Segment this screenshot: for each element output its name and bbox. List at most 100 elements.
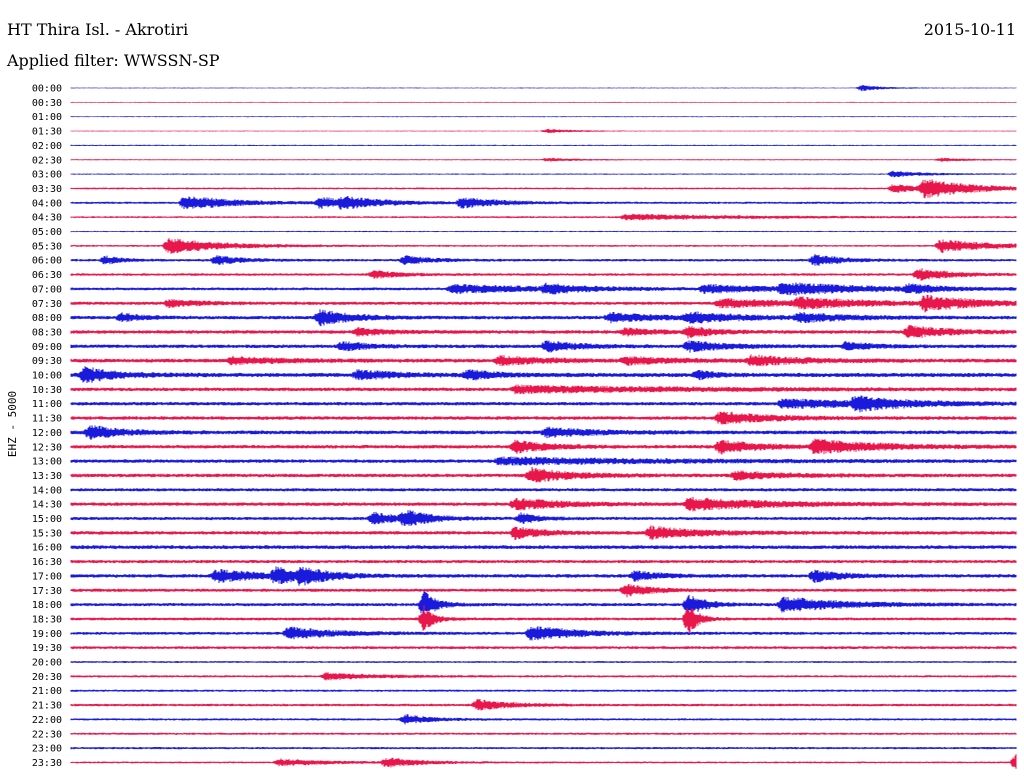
row-time-label: 10:00 bbox=[32, 371, 62, 382]
row-time-label: 06:30 bbox=[32, 270, 62, 281]
row-time-label: 02:30 bbox=[32, 155, 62, 166]
trace-row-09-30 bbox=[70, 354, 1017, 367]
row-time-label: 23:30 bbox=[32, 758, 62, 769]
row-time-label: 07:00 bbox=[32, 284, 62, 295]
trace-row-20-00 bbox=[70, 661, 1017, 663]
trace-row-22-00 bbox=[70, 714, 1017, 725]
row-time-label: 19:30 bbox=[32, 643, 62, 654]
trace-row-10-30 bbox=[70, 384, 1017, 395]
row-time-label: 04:00 bbox=[32, 198, 62, 209]
trace-row-10-00 bbox=[70, 366, 1017, 383]
chart-date: 2015-10-11 bbox=[923, 20, 1016, 39]
chart-header: HT Thira Isl. - Akrotiri 2015-10-11 Appl… bbox=[0, 0, 1024, 80]
trace-row-04-00 bbox=[70, 196, 1017, 210]
trace-row-23-30 bbox=[70, 754, 1017, 769]
filter-label: Applied filter: WWSSN-SP bbox=[7, 51, 220, 70]
row-time-label: 18:30 bbox=[32, 614, 62, 625]
row-time-label: 14:00 bbox=[32, 485, 62, 496]
row-time-label: 08:00 bbox=[32, 313, 62, 324]
row-time-label: 05:00 bbox=[32, 227, 62, 238]
row-time-label: 06:00 bbox=[32, 256, 62, 267]
trace-row-04-30 bbox=[70, 213, 1017, 221]
trace-row-05-30 bbox=[70, 238, 1017, 254]
trace-rows: 00:00 00:30 01:00 01:30 02:00 02:30 03:00 03:30… bbox=[32, 84, 1017, 769]
trace-row-02-30 bbox=[70, 157, 1017, 162]
trace-row-17-00 bbox=[70, 566, 1017, 586]
row-time-label: 15:00 bbox=[32, 514, 62, 525]
trace-row-19-30 bbox=[70, 646, 1017, 650]
trace-row-18-00 bbox=[70, 590, 1017, 618]
trace-row-20-30 bbox=[70, 672, 1017, 681]
row-time-label: 17:30 bbox=[32, 586, 62, 597]
row-time-label: 00:30 bbox=[32, 98, 62, 109]
row-time-label: 09:00 bbox=[32, 342, 62, 353]
row-time-label: 20:30 bbox=[32, 672, 62, 683]
row-time-label: 18:00 bbox=[32, 600, 62, 611]
trace-row-21-30 bbox=[70, 699, 1017, 711]
row-time-label: 20:00 bbox=[32, 658, 62, 669]
trace-row-03-30 bbox=[70, 179, 1017, 199]
row-time-label: 04:30 bbox=[32, 213, 62, 224]
row-time-label: 22:00 bbox=[32, 715, 62, 726]
row-time-label: 14:30 bbox=[32, 500, 62, 511]
row-time-label: 15:30 bbox=[32, 528, 62, 539]
trace-row-06-30 bbox=[70, 268, 1017, 281]
row-time-label: 16:00 bbox=[32, 543, 62, 554]
trace-row-12-30 bbox=[70, 438, 1017, 455]
trace-row-08-00 bbox=[70, 309, 1017, 327]
row-time-label: 03:30 bbox=[32, 184, 62, 195]
row-time-label: 16:30 bbox=[32, 557, 62, 568]
trace-row-02-00 bbox=[70, 144, 1017, 146]
trace-row-19-00 bbox=[70, 626, 1017, 641]
trace-row-16-00 bbox=[70, 545, 1017, 550]
row-time-label: 12:30 bbox=[32, 442, 62, 453]
row-time-label: 11:30 bbox=[32, 414, 62, 425]
row-time-label: 23:00 bbox=[32, 744, 62, 755]
trace-row-07-30 bbox=[70, 294, 1017, 313]
row-time-label: 07:30 bbox=[32, 299, 62, 310]
trace-row-08-30 bbox=[70, 325, 1017, 339]
row-time-label: 11:00 bbox=[32, 399, 62, 410]
row-time-label: 02:00 bbox=[32, 141, 62, 152]
trace-row-13-00 bbox=[70, 456, 1017, 466]
row-time-label: 01:30 bbox=[32, 127, 62, 138]
trace-row-09-00 bbox=[70, 340, 1017, 353]
y-axis-label: EHZ - 5000 bbox=[6, 391, 19, 457]
trace-row-14-30 bbox=[70, 496, 1017, 512]
trace-row-22-30 bbox=[70, 732, 1017, 735]
trace-row-23-00 bbox=[70, 747, 1017, 750]
trace-row-15-00 bbox=[70, 510, 1017, 526]
trace-row-05-00 bbox=[70, 230, 1017, 233]
row-time-label: 05:30 bbox=[32, 241, 62, 252]
trace-row-16-30 bbox=[70, 560, 1017, 564]
row-time-label: 10:30 bbox=[32, 385, 62, 396]
trace-row-00-30 bbox=[70, 101, 1017, 103]
row-time-label: 13:00 bbox=[32, 457, 62, 468]
trace-row-11-30 bbox=[70, 411, 1017, 425]
row-time-label: 00:00 bbox=[32, 84, 62, 95]
trace-row-15-30 bbox=[70, 525, 1017, 540]
trace-row-18-30 bbox=[70, 605, 1017, 634]
trace-row-06-00 bbox=[70, 254, 1017, 266]
row-time-label: 08:30 bbox=[32, 327, 62, 338]
row-time-label: 12:00 bbox=[32, 428, 62, 439]
trace-row-21-00 bbox=[70, 689, 1017, 692]
trace-row-17-30 bbox=[70, 584, 1017, 598]
row-time-label: 22:30 bbox=[32, 729, 62, 740]
row-time-label: 01:00 bbox=[32, 112, 62, 123]
station-title: HT Thira Isl. - Akrotiri bbox=[7, 20, 189, 39]
trace-row-01-00 bbox=[70, 116, 1017, 118]
trace-row-00-00 bbox=[70, 85, 1017, 92]
row-time-label: 21:00 bbox=[32, 686, 62, 697]
trace-row-07-00 bbox=[70, 282, 1017, 296]
trace-row-03-00 bbox=[70, 170, 1017, 178]
row-time-label: 03:00 bbox=[32, 170, 62, 181]
trace-row-14-00 bbox=[70, 488, 1017, 492]
trace-row-11-00 bbox=[70, 395, 1017, 413]
row-time-label: 13:30 bbox=[32, 471, 62, 482]
row-time-label: 21:30 bbox=[32, 701, 62, 712]
trace-row-13-30 bbox=[70, 467, 1017, 483]
row-time-label: 19:00 bbox=[32, 629, 62, 640]
row-time-label: 09:30 bbox=[32, 356, 62, 367]
